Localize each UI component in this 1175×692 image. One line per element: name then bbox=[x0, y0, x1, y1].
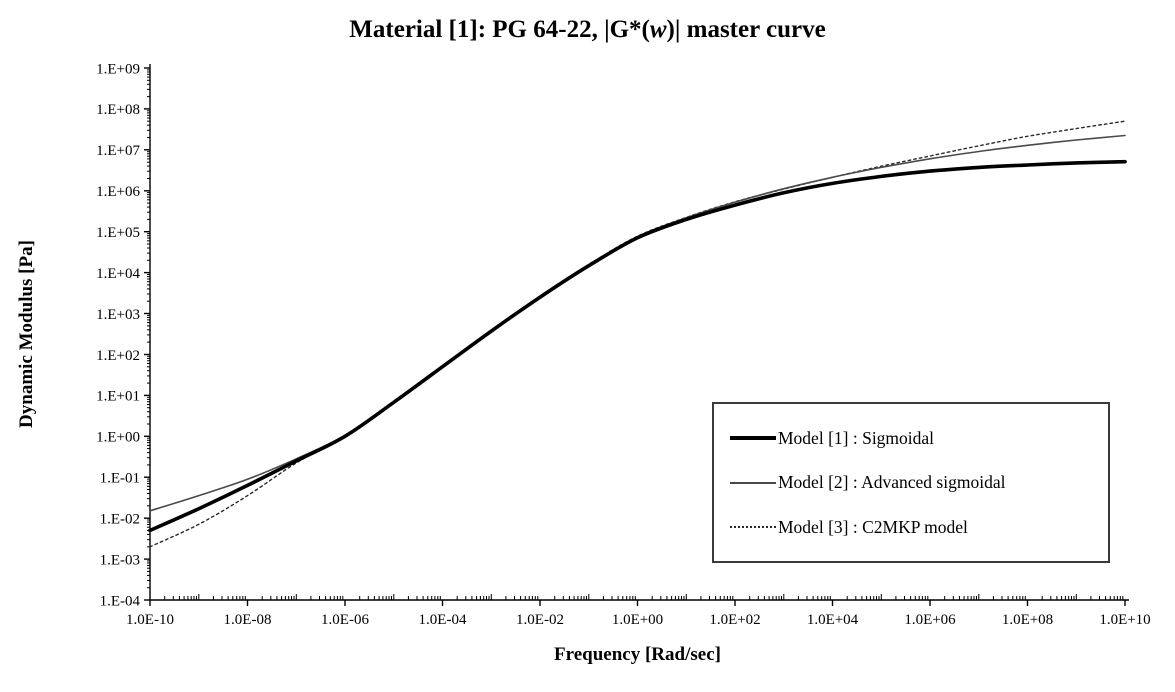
svg-text:1.E+03: 1.E+03 bbox=[96, 307, 140, 323]
svg-text:1.0E+10: 1.0E+10 bbox=[1099, 612, 1150, 628]
svg-text:1.E+08: 1.E+08 bbox=[96, 102, 140, 118]
svg-text:1.0E+04: 1.0E+04 bbox=[807, 612, 859, 628]
svg-text:1.E+00: 1.E+00 bbox=[96, 430, 140, 446]
svg-text:1.0E-06: 1.0E-06 bbox=[321, 612, 369, 628]
legend-item-model-3: Model [3] : C2MKP model bbox=[730, 517, 1108, 538]
svg-text:1.E+07: 1.E+07 bbox=[96, 143, 140, 159]
svg-text:1.0E-10: 1.0E-10 bbox=[126, 612, 174, 628]
legend-line-sample-c2mkp-icon bbox=[730, 526, 776, 528]
legend-item-model-1: Model [1] : Sigmoidal bbox=[730, 428, 1108, 449]
svg-text:1.E+02: 1.E+02 bbox=[96, 348, 140, 364]
legend-label-model-2: Model [2] : Advanced sigmoidal bbox=[778, 472, 1006, 492]
chart-title-prefix: Material [1]: PG 64-22, |G*( bbox=[349, 16, 650, 43]
legend-line-sample-advanced-sigmoidal-icon bbox=[730, 481, 776, 484]
svg-text:1.0E-04: 1.0E-04 bbox=[419, 612, 467, 628]
chart-title: Material [1]: PG 64-22, |G*(w)| master c… bbox=[0, 16, 1175, 44]
legend-label-model-1: Model [1] : Sigmoidal bbox=[778, 427, 935, 448]
legend-box: Model [1] : Sigmoidal Model [2] : Advanc… bbox=[712, 402, 1110, 563]
y-axis-title: Dynamic Modulus [Pa] bbox=[16, 240, 37, 428]
svg-text:1.E-04: 1.E-04 bbox=[100, 593, 141, 609]
svg-text:1.E+01: 1.E+01 bbox=[96, 389, 140, 405]
chart-title-variable: w bbox=[649, 16, 667, 43]
series-curve-model-1 bbox=[148, 159, 1127, 533]
legend-label-model-3: Model [3] : C2MKP model bbox=[778, 516, 968, 537]
svg-text:1.E+09: 1.E+09 bbox=[96, 61, 140, 77]
svg-text:1.E+04: 1.E+04 bbox=[96, 266, 140, 282]
svg-text:1.0E+00: 1.0E+00 bbox=[612, 612, 663, 628]
legend-line-sample-sigmoidal-icon bbox=[730, 436, 776, 440]
svg-text:1.E+06: 1.E+06 bbox=[96, 184, 140, 200]
svg-text:1.0E+02: 1.0E+02 bbox=[709, 612, 760, 628]
svg-text:1.0E+06: 1.0E+06 bbox=[904, 612, 956, 628]
svg-text:1.0E-08: 1.0E-08 bbox=[224, 612, 272, 628]
legend-item-model-2: Model [2] : Advanced sigmoidal bbox=[730, 472, 1108, 493]
svg-text:1.E-01: 1.E-01 bbox=[100, 470, 140, 486]
svg-text:1.0E+08: 1.0E+08 bbox=[1002, 612, 1053, 628]
svg-text:1.E+05: 1.E+05 bbox=[96, 225, 140, 241]
svg-text:1.E-03: 1.E-03 bbox=[100, 552, 140, 568]
svg-text:1.E-02: 1.E-02 bbox=[100, 511, 140, 527]
svg-text:1.0E-02: 1.0E-02 bbox=[516, 612, 564, 628]
x-axis-title: Frequency [Rad/sec] bbox=[554, 644, 721, 665]
chart-title-suffix: )| master curve bbox=[666, 16, 826, 43]
